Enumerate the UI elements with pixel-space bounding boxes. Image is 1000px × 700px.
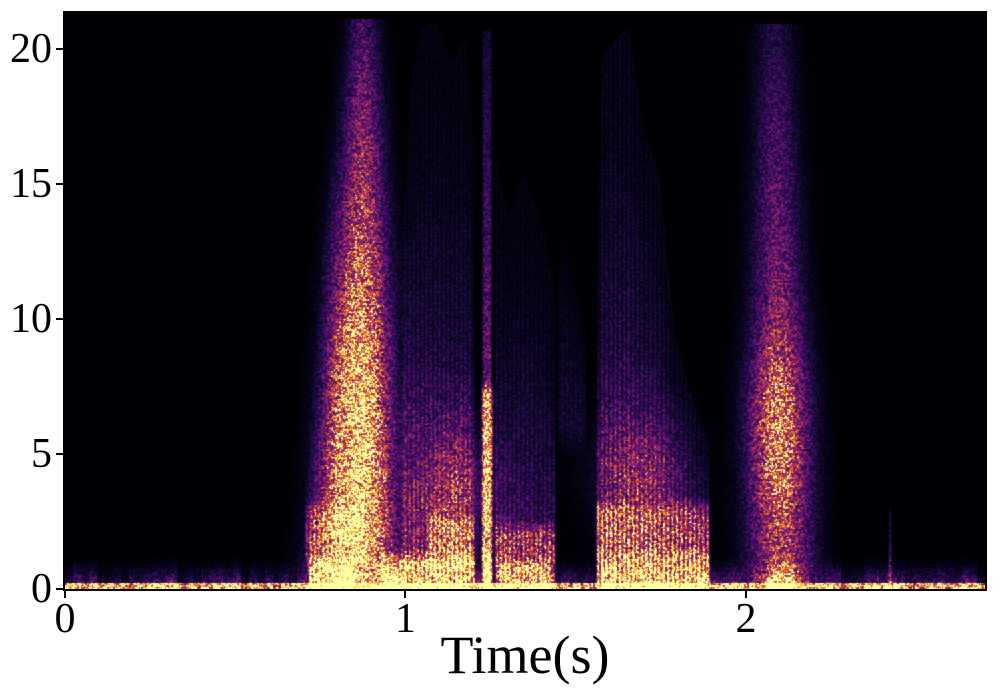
spectrogram-canvas <box>65 13 985 589</box>
y-tick-label: 5 <box>31 430 52 477</box>
plot-area <box>63 11 987 591</box>
y-tick-mark <box>56 588 63 590</box>
x-tick-label: 0 <box>54 596 76 642</box>
x-tick-mark <box>64 591 66 598</box>
y-tick-mark <box>56 317 63 320</box>
x-axis-label: Time(s) <box>440 625 610 685</box>
x-tick-label: 1 <box>394 596 416 642</box>
y-tick-label: 0 <box>31 566 52 612</box>
y-tick-label: 10 <box>10 295 52 342</box>
y-tick-mark <box>56 452 63 455</box>
y-tick-label: 20 <box>10 25 52 72</box>
x-tick-label: 2 <box>735 596 757 642</box>
y-tick-label: 15 <box>10 160 52 207</box>
x-tick-mark <box>744 591 747 598</box>
y-tick-mark <box>56 182 63 185</box>
y-tick-mark <box>56 47 63 50</box>
x-tick-mark <box>404 591 407 598</box>
